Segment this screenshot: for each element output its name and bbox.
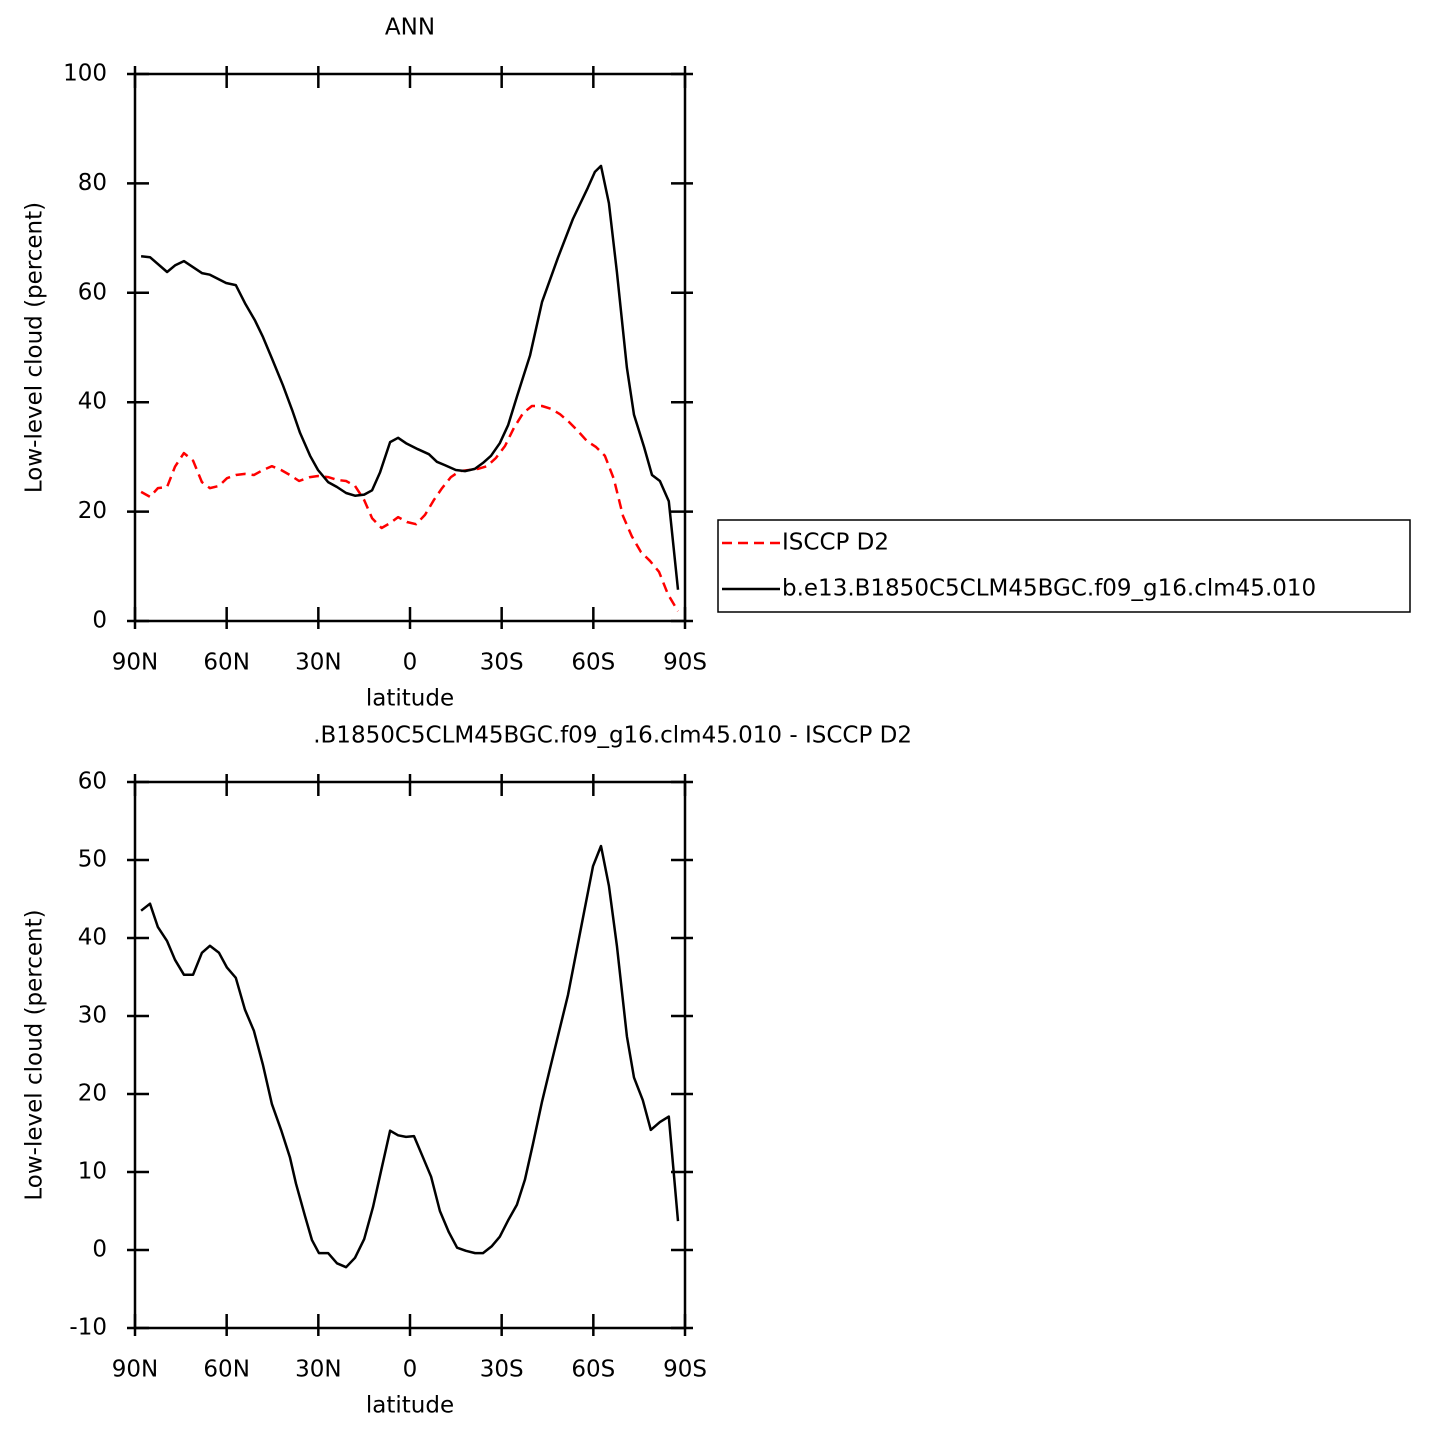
legend-label: b.e13.B1850C5CLM45BGC.f09_g16.clm45.010 xyxy=(782,576,1316,602)
x-tick-label: 60N xyxy=(203,650,249,676)
x-axis-label: latitude xyxy=(366,1393,454,1419)
y-tick-label: 100 xyxy=(63,61,107,87)
x-tick-label: 30N xyxy=(295,650,341,676)
y-tick-label: 20 xyxy=(78,498,107,524)
y-tick-label: 10 xyxy=(78,1159,107,1185)
y-axis-label: Low-level cloud (percent) xyxy=(22,909,48,1200)
y-tick-label: 40 xyxy=(78,925,107,951)
plot-frame xyxy=(133,72,687,623)
legend-box xyxy=(717,519,1411,613)
y-tick-label: 30 xyxy=(78,1003,107,1029)
chart-title: ANN xyxy=(385,15,435,41)
y-axis-label: Low-level cloud (percent) xyxy=(22,202,48,493)
x-tick-label: 90N xyxy=(112,650,158,676)
y-tick-label: 0 xyxy=(92,1237,107,1263)
x-tick-label: 30N xyxy=(295,1357,341,1383)
series-line xyxy=(140,404,680,612)
plot-frame xyxy=(133,780,687,1330)
y-tick-label: 60 xyxy=(78,279,107,305)
series-line xyxy=(140,164,680,590)
x-tick-label: 60S xyxy=(571,650,615,676)
legend-label: ISCCP D2 xyxy=(782,530,889,556)
chart-title: .B1850C5CLM45BGC.f09_g16.clm45.010 - ISC… xyxy=(313,723,912,749)
x-tick-label: 0 xyxy=(403,650,418,676)
x-tick-label: 30S xyxy=(480,650,524,676)
x-tick-label: 90N xyxy=(112,1357,158,1383)
y-tick-label: 20 xyxy=(78,1081,107,1107)
x-tick-label: 30S xyxy=(480,1357,524,1383)
y-tick-label: 80 xyxy=(78,170,107,196)
y-tick-label: 60 xyxy=(78,769,107,795)
series-line xyxy=(140,844,680,1269)
y-tick-label: 40 xyxy=(78,389,107,415)
x-axis-label: latitude xyxy=(366,686,454,712)
x-tick-label: 90S xyxy=(663,1357,707,1383)
x-tick-label: 60N xyxy=(203,1357,249,1383)
x-tick-label: 90S xyxy=(663,650,707,676)
x-tick-label: 60S xyxy=(571,1357,615,1383)
x-tick-label: 0 xyxy=(403,1357,418,1383)
y-tick-label: 50 xyxy=(78,847,107,873)
y-tick-label: -10 xyxy=(69,1315,107,1341)
y-tick-label: 0 xyxy=(92,608,107,634)
